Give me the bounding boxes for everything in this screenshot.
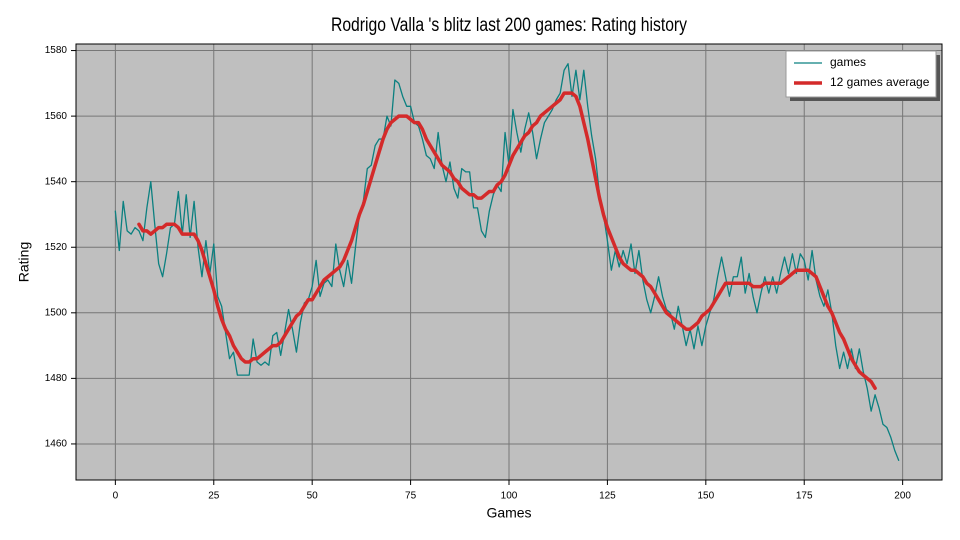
- x-tick-label: 50: [307, 491, 319, 502]
- legend-box: [785, 50, 937, 98]
- x-tick-label: 25: [208, 491, 220, 502]
- x-tick-label: 150: [697, 491, 714, 502]
- x-tick-label: 175: [796, 491, 813, 502]
- plot-frame: [75, 43, 943, 481]
- y-tick-label: 1520: [45, 242, 68, 253]
- series-line: [137, 91, 877, 390]
- chart-title: Rodrigo Valla 's blitz last 200 games: R…: [331, 15, 687, 36]
- y-tick-label: 1560: [45, 111, 68, 122]
- x-tick-label: 0: [113, 491, 119, 502]
- y-tick-label: 1480: [45, 373, 68, 384]
- legend-label: 12 games average: [830, 75, 930, 89]
- x-tick-label: 200: [894, 491, 911, 502]
- x-tick-label: 100: [501, 491, 518, 502]
- y-tick-label: 1580: [45, 45, 68, 56]
- y-tick-label: 1500: [45, 307, 68, 318]
- y-tick-label: 1540: [45, 176, 68, 187]
- series-line: [114, 63, 900, 461]
- y-axis-label: Rating: [16, 242, 32, 282]
- x-tick-label: 75: [405, 491, 417, 502]
- legend: games 12 games average: [785, 50, 940, 101]
- x-axis-label: Games: [486, 505, 531, 521]
- y-tick-label: 1460: [45, 439, 68, 450]
- x-tick-label: 125: [599, 491, 616, 502]
- legend-label: games: [830, 55, 866, 69]
